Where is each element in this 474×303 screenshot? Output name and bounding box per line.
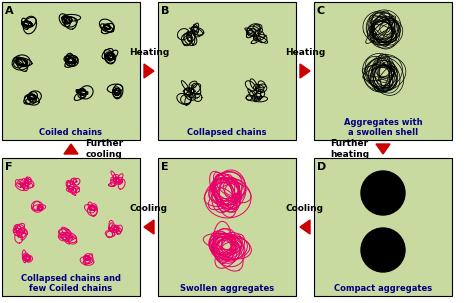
Text: Further
cooling: Further cooling [85, 139, 123, 159]
Text: Collapsed chains and
few Coiled chains: Collapsed chains and few Coiled chains [21, 274, 121, 293]
FancyBboxPatch shape [314, 158, 452, 296]
Text: C: C [317, 6, 325, 16]
FancyArrow shape [144, 64, 154, 78]
Text: B: B [161, 6, 169, 16]
FancyArrow shape [300, 220, 310, 234]
FancyArrow shape [64, 144, 78, 154]
Text: Swollen aggregates: Swollen aggregates [180, 284, 274, 293]
Text: Cooling: Cooling [130, 204, 168, 213]
Circle shape [361, 171, 405, 215]
FancyBboxPatch shape [2, 2, 140, 140]
FancyArrow shape [144, 220, 154, 234]
FancyBboxPatch shape [158, 2, 296, 140]
FancyBboxPatch shape [2, 158, 140, 296]
FancyArrow shape [300, 64, 310, 78]
Text: Compact aggregates: Compact aggregates [334, 284, 432, 293]
Text: Heating: Heating [285, 48, 325, 57]
Text: Aggregates with
a swollen shell: Aggregates with a swollen shell [344, 118, 422, 137]
Text: Heating: Heating [129, 48, 169, 57]
Text: F: F [5, 162, 12, 172]
FancyBboxPatch shape [158, 158, 296, 296]
Text: E: E [161, 162, 169, 172]
Circle shape [361, 228, 405, 272]
FancyBboxPatch shape [314, 2, 452, 140]
Text: Coiled chains: Coiled chains [39, 128, 102, 137]
Text: A: A [5, 6, 14, 16]
Text: Collapsed chains: Collapsed chains [187, 128, 267, 137]
Text: Cooling: Cooling [286, 204, 324, 213]
Text: Further
heating: Further heating [330, 139, 369, 159]
Text: D: D [317, 162, 326, 172]
FancyArrow shape [376, 144, 390, 154]
